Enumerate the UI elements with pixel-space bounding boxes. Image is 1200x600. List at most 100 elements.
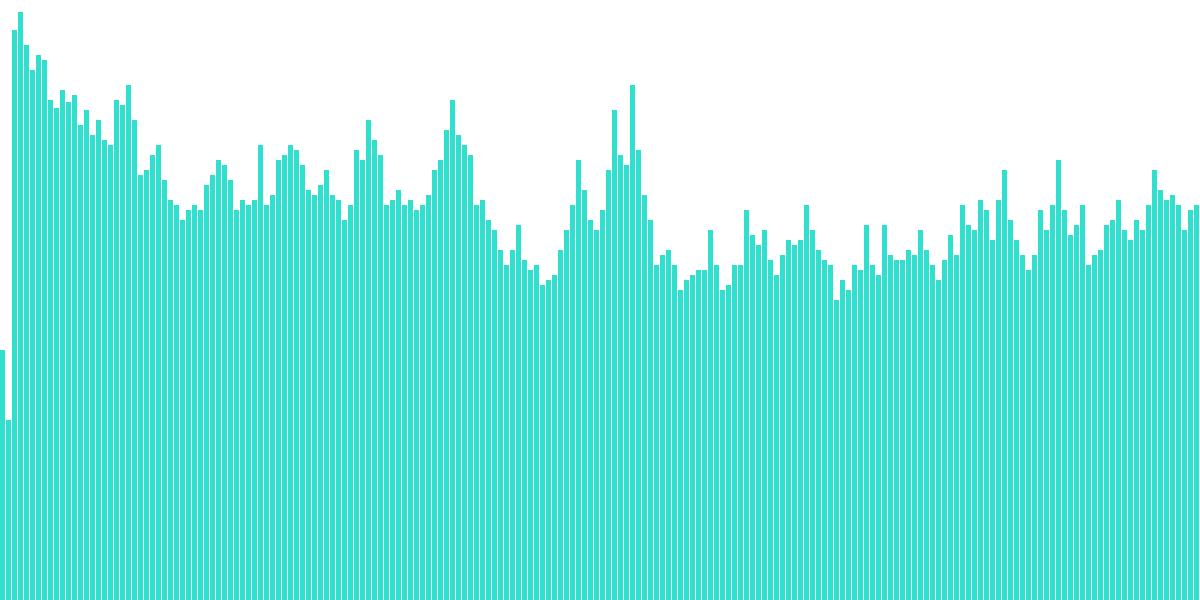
bar — [222, 165, 227, 600]
bar — [0, 350, 5, 600]
bar — [990, 240, 995, 600]
bar — [1122, 230, 1127, 600]
bar — [702, 270, 707, 600]
bar — [444, 130, 449, 600]
bar — [162, 180, 167, 600]
bar — [756, 245, 761, 600]
bar — [216, 160, 221, 600]
bar — [318, 185, 323, 600]
bar — [78, 125, 83, 600]
bar — [762, 230, 767, 600]
bar — [768, 260, 773, 600]
bar — [912, 255, 917, 600]
bar — [360, 160, 365, 600]
bar — [1134, 220, 1139, 600]
bar — [456, 135, 461, 600]
bar — [408, 200, 413, 600]
bar — [168, 200, 173, 600]
bar — [66, 102, 71, 600]
bar — [1140, 230, 1145, 600]
bar — [888, 255, 893, 600]
bar — [198, 210, 203, 600]
bar — [786, 240, 791, 600]
bar — [816, 250, 821, 600]
bar — [978, 200, 983, 600]
bar — [1080, 205, 1085, 600]
bar — [840, 280, 845, 600]
bar — [732, 265, 737, 600]
bar — [654, 265, 659, 600]
bar — [828, 265, 833, 600]
bar — [996, 200, 1001, 600]
bar — [1050, 205, 1055, 600]
bar — [648, 220, 653, 600]
bar — [612, 110, 617, 600]
bar — [1188, 210, 1193, 600]
bar — [882, 225, 887, 600]
bar — [252, 200, 257, 600]
bar — [48, 100, 53, 600]
bar — [822, 260, 827, 600]
bar — [1074, 225, 1079, 600]
bar — [450, 100, 455, 600]
bar — [948, 235, 953, 600]
bar — [1092, 255, 1097, 600]
bar — [282, 155, 287, 600]
bar — [480, 200, 485, 600]
bar — [510, 250, 515, 600]
bar — [726, 285, 731, 600]
bar — [528, 270, 533, 600]
bar — [804, 205, 809, 600]
bar — [1032, 255, 1037, 600]
bar — [1182, 230, 1187, 600]
bar — [24, 45, 29, 600]
bar — [474, 205, 479, 600]
bar — [864, 225, 869, 600]
bar — [600, 210, 605, 600]
bar — [12, 30, 17, 600]
bar — [798, 240, 803, 600]
bar — [36, 55, 41, 600]
bar — [1056, 160, 1061, 600]
bar — [744, 210, 749, 600]
bar — [90, 135, 95, 600]
bar — [336, 200, 341, 600]
bar — [522, 260, 527, 600]
bar — [1068, 235, 1073, 600]
bar — [60, 90, 65, 600]
bar — [18, 12, 23, 600]
bar — [258, 145, 263, 600]
bar — [30, 70, 35, 600]
bar — [96, 120, 101, 600]
bar — [876, 275, 881, 600]
bar — [594, 230, 599, 600]
bar — [846, 290, 851, 600]
bar — [294, 150, 299, 600]
bar — [672, 265, 677, 600]
bar — [102, 140, 107, 600]
bar — [180, 220, 185, 600]
bar — [1128, 240, 1133, 600]
bar — [516, 225, 521, 600]
bar — [54, 108, 59, 600]
bar — [1038, 210, 1043, 600]
bar — [1176, 205, 1181, 600]
bar — [1020, 255, 1025, 600]
bar — [504, 265, 509, 600]
bar — [126, 85, 131, 600]
bar — [564, 230, 569, 600]
bar — [696, 270, 701, 600]
bar — [1104, 225, 1109, 600]
bar — [234, 210, 239, 600]
bar — [348, 205, 353, 600]
bar — [72, 95, 77, 600]
bar — [240, 200, 245, 600]
bar — [210, 175, 215, 600]
bar — [936, 280, 941, 600]
bar — [894, 260, 899, 600]
bar — [132, 120, 137, 600]
bar — [462, 145, 467, 600]
bar — [264, 205, 269, 600]
bar — [432, 170, 437, 600]
bar — [150, 155, 155, 600]
